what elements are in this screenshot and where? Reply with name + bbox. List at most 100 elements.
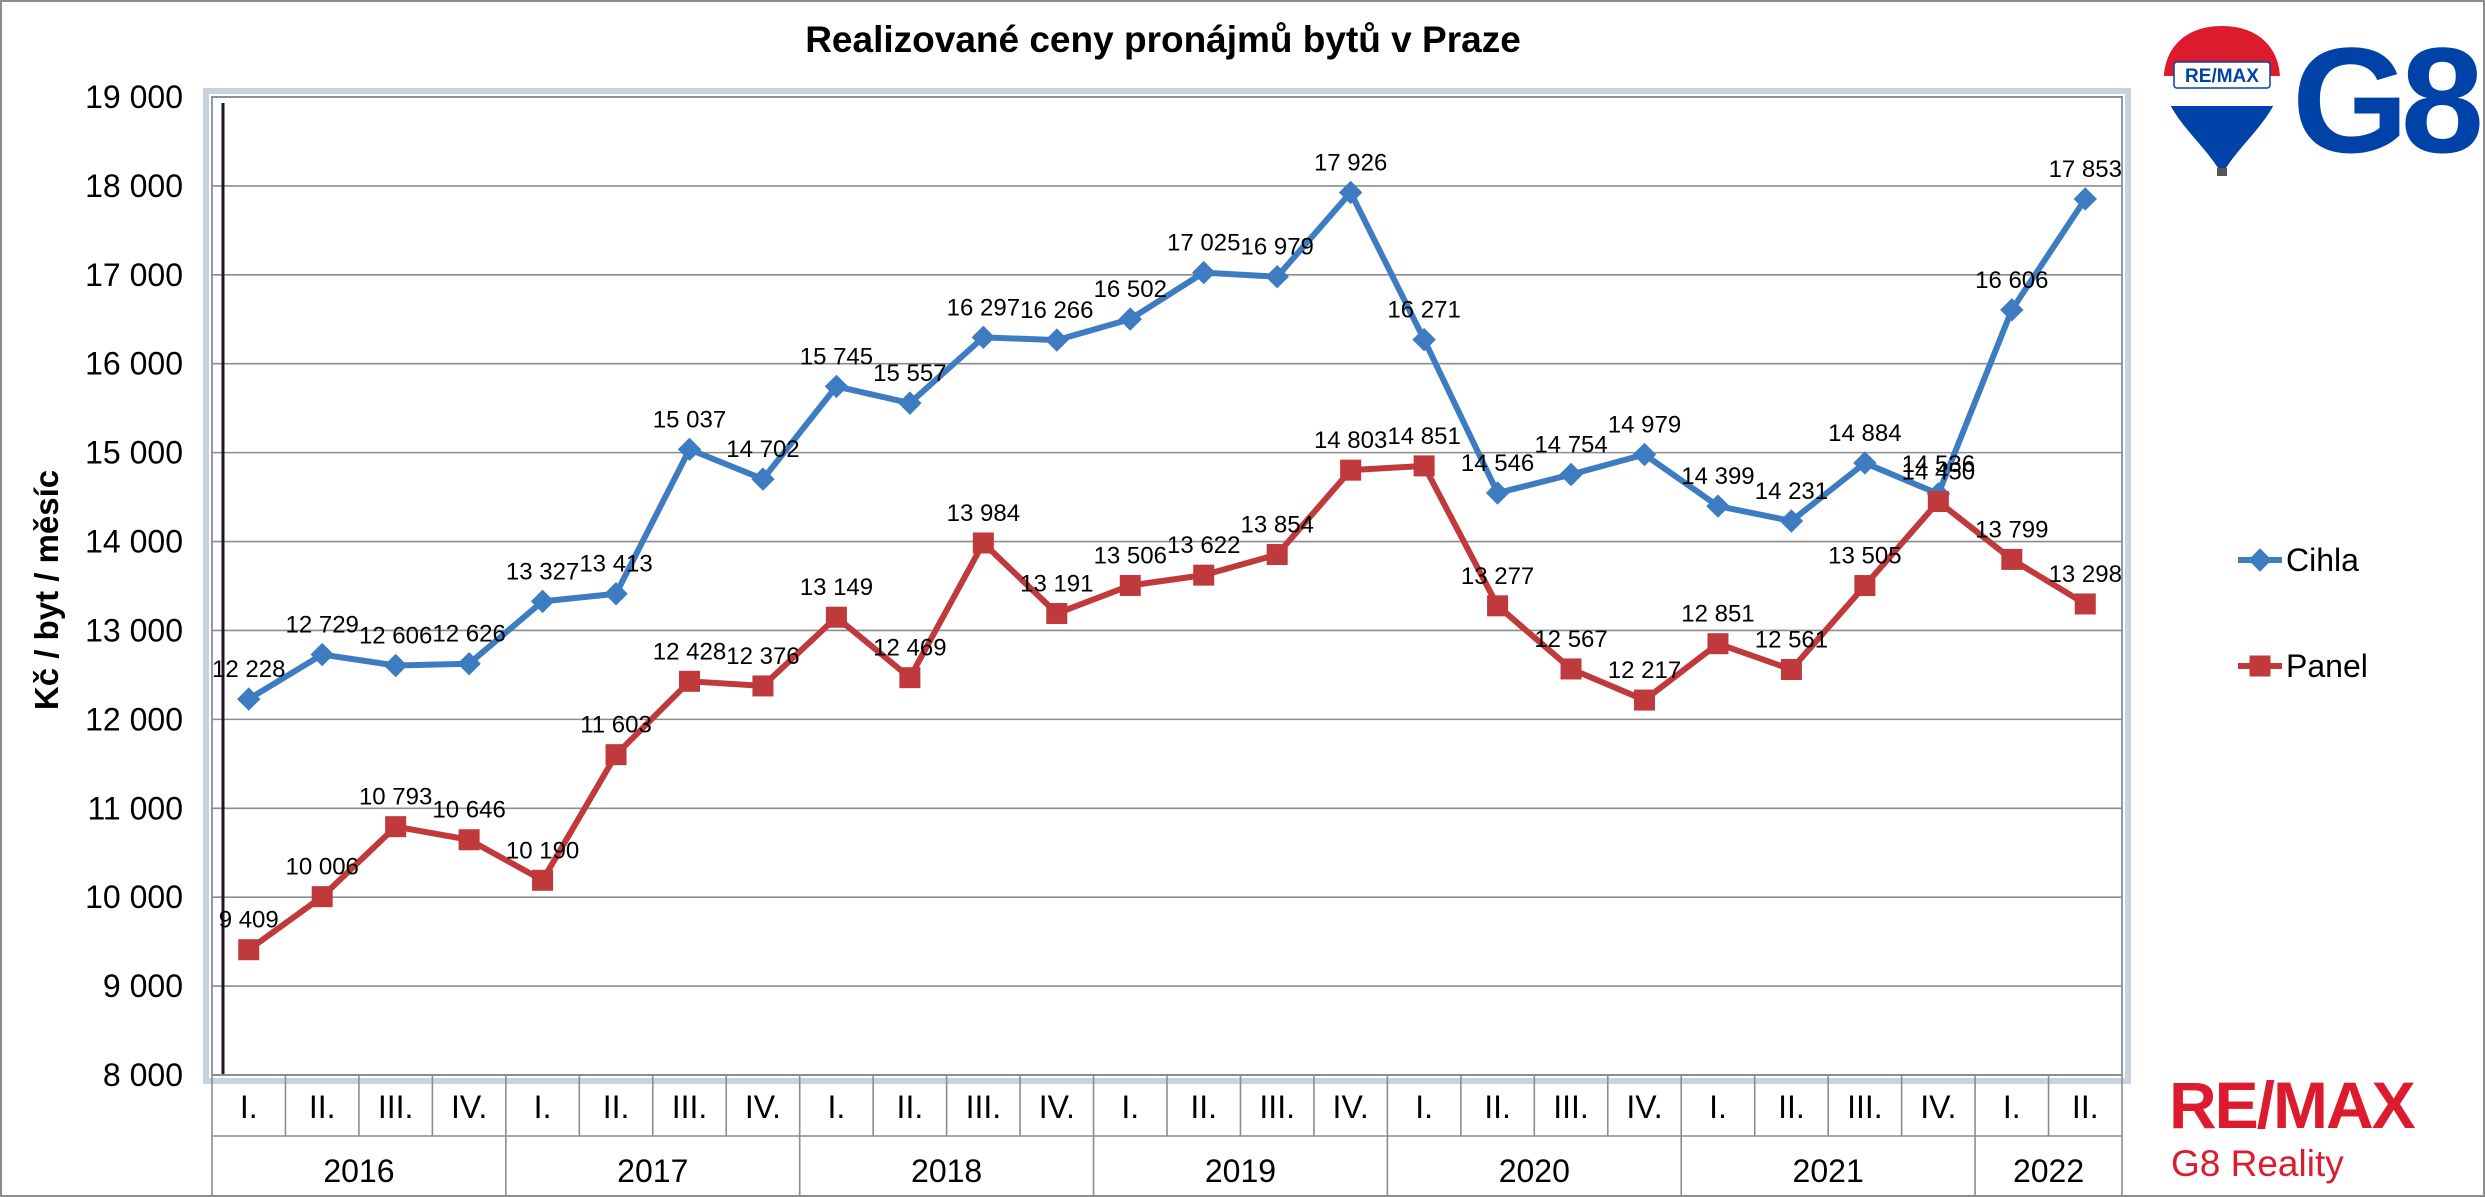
data-point-panel — [825, 606, 847, 628]
x-tick-label-quarter: III. — [1847, 1089, 1883, 1125]
y-tick-label: 17 000 — [85, 257, 183, 293]
data-point-panel — [899, 667, 921, 689]
y-tick-label: 11 000 — [88, 790, 184, 826]
data-label-panel: 12 851 — [1681, 601, 1754, 628]
data-label-cihla: 17 926 — [1314, 149, 1387, 176]
data-point-panel — [1046, 602, 1068, 624]
data-label-cihla: 14 231 — [1755, 478, 1828, 505]
legend-item-panel: Panel — [2238, 648, 2368, 684]
x-tick-label-quarter: IV. — [451, 1089, 487, 1125]
y-tick-label: 12 000 — [85, 701, 183, 737]
data-label-cihla: 14 754 — [1534, 432, 1607, 459]
data-point-cihla — [1485, 481, 1510, 505]
data-label-panel: 14 803 — [1314, 427, 1387, 454]
data-point-cihla — [2000, 298, 2024, 322]
g8-logo-text: G8 — [2292, 22, 2480, 182]
data-label-cihla: 15 745 — [800, 343, 873, 370]
data-point-panel — [1707, 633, 1729, 655]
series-line-panel — [246, 462, 2087, 953]
data-label-cihla: 12 228 — [212, 656, 285, 683]
x-tick-label-year: 2020 — [1499, 1153, 1570, 1189]
y-tick-label: 13 000 — [85, 612, 183, 648]
data-label-cihla: 13 327 — [506, 558, 579, 585]
data-label-cihla: 16 271 — [1387, 297, 1460, 324]
data-label-panel: 13 984 — [947, 500, 1020, 527]
data-point-cihla — [824, 374, 849, 399]
data-label-cihla: 16 297 — [947, 294, 1020, 321]
data-point-panel — [1634, 689, 1655, 711]
x-tick-label-quarter: III. — [378, 1089, 414, 1125]
data-label-panel: 14 450 — [1902, 459, 1975, 486]
x-tick-label-quarter: IV. — [1039, 1089, 1075, 1125]
data-label-panel: 12 376 — [726, 643, 799, 670]
x-tick-label-quarter: III. — [1553, 1089, 1589, 1125]
data-label-panel: 10 646 — [432, 797, 505, 824]
data-label-panel: 12 428 — [653, 638, 726, 665]
data-point-panel — [1193, 564, 1215, 586]
data-label-cihla: 16 606 — [1975, 267, 2048, 294]
data-point-panel — [532, 869, 554, 891]
data-label-panel: 14 851 — [1387, 423, 1460, 450]
legend-item-cihla: Cihla — [2238, 542, 2359, 578]
x-tick-label-year: 2022 — [2013, 1153, 2084, 1189]
data-label-cihla: 14 399 — [1681, 463, 1754, 490]
data-label-panel: 11 603 — [580, 712, 652, 739]
data-point-panel — [972, 532, 994, 554]
data-point-panel — [1487, 595, 1509, 617]
data-label-cihla: 13 413 — [579, 551, 652, 578]
x-tick-label-year: 2021 — [1793, 1153, 1864, 1189]
x-tick-label-quarter: II. — [2072, 1089, 2099, 1125]
balloon-icon — [2163, 26, 2281, 168]
data-point-panel — [1854, 575, 1876, 597]
data-label-panel: 13 277 — [1461, 563, 1534, 590]
data-point-cihla — [971, 325, 996, 350]
data-label-panel: 13 505 — [1828, 543, 1901, 570]
axes: 8 000 9 000 10 000 11 000 12 000 13 000 14 000… — [85, 79, 2123, 1195]
data-point-panel — [1340, 459, 1362, 481]
legend: Cihla Panel — [2238, 542, 2368, 684]
data-point-cihla — [1779, 509, 1804, 533]
remax-g8-logo: RE/MAX G8 — [2163, 22, 2480, 182]
data-label-cihla: 14 546 — [1461, 450, 1534, 477]
data-point-panel — [2001, 548, 2023, 570]
data-label-panel: 12 469 — [873, 635, 946, 662]
data-point-panel — [1119, 574, 1141, 596]
data-point-cihla — [1853, 451, 1877, 475]
g8-reality-text: G8 Reality — [2171, 1143, 2344, 1184]
data-point-panel — [238, 939, 260, 961]
x-tick-label-quarter: II. — [1484, 1089, 1511, 1125]
data-point-panel — [1560, 658, 1582, 680]
data-label-panel: 12 217 — [1608, 657, 1681, 684]
data-label-cihla: 17 025 — [1167, 230, 1240, 257]
series-line-cihla — [247, 189, 2088, 702]
data-label-cihla: 16 266 — [1020, 297, 1093, 324]
x-tick-label-quarter: IV. — [1920, 1089, 1956, 1125]
data-point-cihla — [383, 653, 408, 678]
data-point-cihla — [1632, 442, 1657, 467]
x-tick-label-year: 2017 — [617, 1153, 688, 1189]
x-tick-label-quarter: IV. — [745, 1089, 781, 1125]
data-point-cihla — [237, 687, 261, 711]
x-tick-label-quarter: I. — [828, 1089, 846, 1125]
y-tick-label: 14 000 — [85, 524, 183, 560]
data-point-cihla — [677, 437, 702, 462]
x-tick-label-quarter: II. — [1190, 1089, 1217, 1125]
x-tick-label-quarter: I. — [534, 1089, 552, 1125]
x-tick-label-quarter: II. — [603, 1089, 630, 1125]
x-tick-label-year: 2016 — [323, 1153, 394, 1189]
x-tick-label-quarter: II. — [1778, 1089, 1805, 1125]
x-tick-label-year: 2018 — [911, 1153, 982, 1189]
data-label-cihla: 14 702 — [726, 436, 799, 463]
chart-title: Realizované ceny pronájmů bytů v Praze — [805, 19, 1521, 60]
data-label-cihla: 14 979 — [1608, 412, 1681, 439]
data-label-cihla: 15 557 — [873, 360, 946, 387]
data-label-panel: 10 190 — [506, 837, 579, 864]
data-label-cihla: 12 606 — [359, 622, 432, 649]
y-tick-label: 10 000 — [85, 879, 183, 915]
legend-label: Cihla — [2286, 542, 2359, 578]
y-tick-label: 15 000 — [85, 435, 183, 471]
data-point-cihla — [1412, 327, 1436, 352]
data-point-cihla — [530, 589, 555, 614]
